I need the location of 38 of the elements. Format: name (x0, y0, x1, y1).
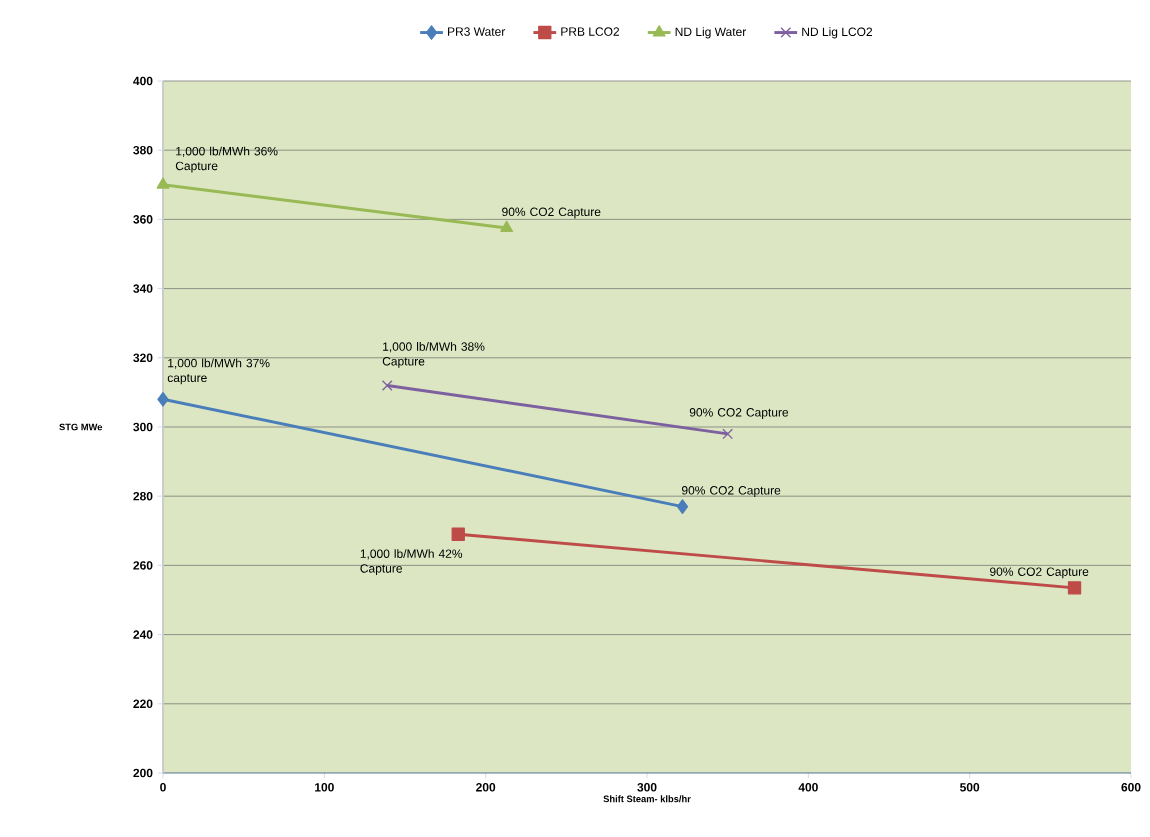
x-tick-label: 400 (798, 783, 818, 792)
y-axis-title: STG MWe (59, 423, 103, 431)
y-tick-label: 280 (133, 491, 153, 501)
point (1067, 581, 1082, 595)
annotation: 1,000 lb/MWh 36% Capture (175, 146, 278, 173)
legend-label: PR3 Water (448, 27, 506, 36)
annotation: 90% CO2 Capture (681, 486, 781, 497)
point (451, 527, 465, 541)
point (381, 380, 393, 391)
y-tick-label: 260 (133, 561, 153, 570)
y-tick-label: 320 (133, 353, 153, 363)
legend-label: ND Lig Water (675, 27, 747, 39)
y-tick-label: 340 (133, 284, 153, 293)
x-axis-title: Shift Steam- klbs/hr (603, 795, 691, 803)
point (157, 391, 169, 407)
y-tick-label: 400 (133, 76, 153, 86)
x-tick-label: 500 (960, 783, 980, 792)
annotation: 90% CO2 Capture (990, 567, 1089, 579)
legend-label: PRB LCO2 (561, 27, 620, 36)
y-tick-label: 360 (133, 215, 153, 224)
x-tick-label: 200 (476, 783, 496, 792)
x-tick-label: 100 (315, 783, 334, 792)
x-tick-label: 300 (637, 783, 657, 792)
y-tick-label: 200 (133, 768, 153, 778)
point (722, 428, 734, 440)
x-tick-label: 600 (1121, 783, 1141, 792)
y-tick-label: 220 (133, 699, 153, 709)
y-tick-label: 240 (133, 630, 153, 639)
annotation: 1,000 lb/MWh 38% Capture (382, 342, 485, 368)
annotation: 1,000 lb/MWh 42% Capture (360, 549, 463, 576)
point (676, 499, 689, 514)
legend-label: ND Lig LCO2 (802, 27, 873, 39)
annotation: 90% CO2 Capture (502, 207, 601, 219)
annotation: 1,000 lb/MWh 37% capture (167, 358, 270, 385)
annotation: 90% CO2 Capture (689, 408, 789, 419)
y-tick-label: 300 (133, 422, 153, 432)
y-tick-label: 380 (133, 145, 153, 155)
x-tick-label: 0 (160, 783, 166, 792)
